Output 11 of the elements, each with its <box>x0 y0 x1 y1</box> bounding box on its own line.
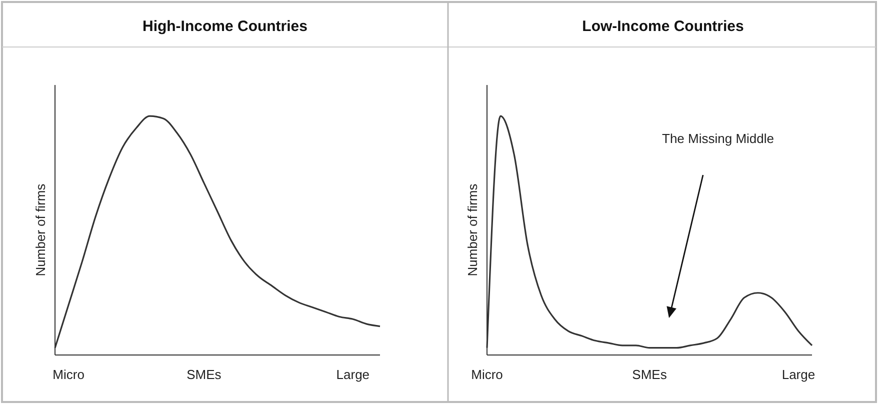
annotation: The Missing Middle <box>662 131 774 146</box>
x-tick-label: Large <box>782 366 816 382</box>
x-tick-label: SMEs <box>632 366 668 382</box>
chart-title: High-Income Countries <box>142 18 308 35</box>
x-tick-label: Micro <box>52 366 84 382</box>
y-axis-title: Number of firms <box>33 183 48 276</box>
x-tick-label: Large <box>336 366 370 382</box>
y-axis-title: Number of firms <box>465 183 480 276</box>
chart-title: Low-Income Countries <box>582 18 744 35</box>
x-tick-label: Micro <box>471 366 503 382</box>
x-tick-label: SMEs <box>186 366 222 382</box>
